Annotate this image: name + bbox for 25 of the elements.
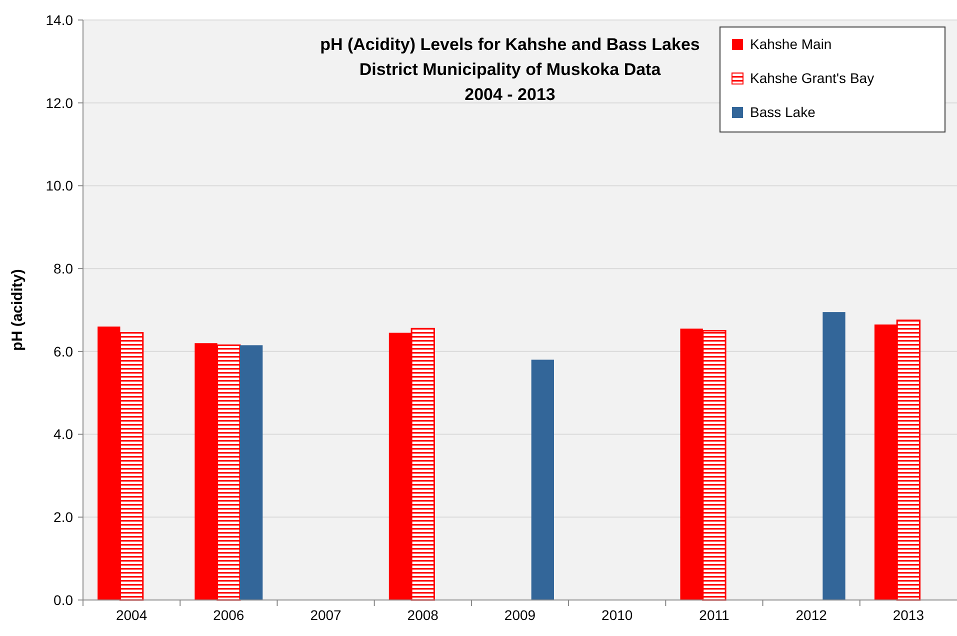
y-tick-label: 6.0	[54, 343, 74, 360]
y-tick-label: 0.0	[54, 592, 74, 608]
x-tick-label: 2010	[602, 607, 633, 623]
legend-label: Kahshe Grant's Bay	[750, 70, 874, 86]
text: pH (Acidity) Levels for Kahshe and Bass Lakes District Municipality of Muskoka Data 2004 - 2013	[320, 35, 700, 104]
y-tick-label: 8.0	[54, 260, 74, 276]
y-tick-label: 14.0	[46, 12, 74, 28]
x-tick-label: 2006	[213, 607, 244, 623]
x-tick-label: 2007	[310, 607, 342, 623]
y-tick-label: 10.0	[46, 178, 74, 194]
legend-label: Kahshe Main	[750, 36, 832, 52]
y-tick-label: 12.0	[46, 94, 74, 111]
x-tick-label: 2013	[892, 607, 924, 623]
bar	[822, 312, 846, 600]
legend-label: Bass Lake	[750, 104, 816, 120]
y-tick-label: 2.0	[54, 509, 74, 526]
x-tick-label: 2009	[504, 607, 536, 623]
x-tick-label: 2011	[699, 607, 730, 623]
x-tick-label: 2004	[116, 607, 148, 623]
bar	[531, 360, 554, 600]
x-tick-label: 2012	[796, 607, 828, 623]
bar	[240, 345, 263, 600]
y-tick-label: 4.0	[54, 426, 74, 442]
y-axis-title: pH (acidity)	[9, 269, 26, 351]
x-tick-label: 2008	[407, 607, 439, 623]
